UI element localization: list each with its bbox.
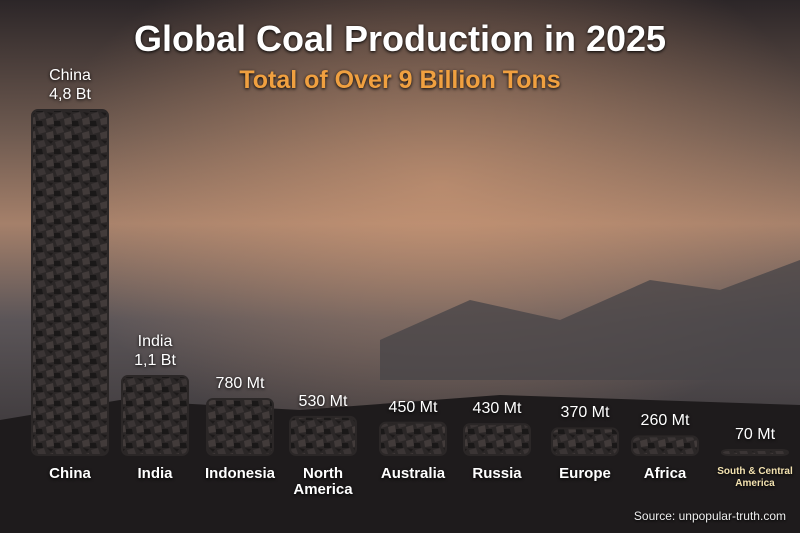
value-label: 780 Mt: [215, 374, 265, 392]
value-label: 70 Mt: [734, 425, 776, 443]
value-label: 450 Mt: [388, 398, 438, 416]
value-label: 530 Mt: [298, 392, 348, 410]
bar: [31, 109, 109, 456]
chart-subtitle: Total of Over 9 Billion Tons: [239, 66, 561, 94]
value-label: 430 Mt: [472, 400, 522, 418]
source-note: Source: unpopular-truth.com: [633, 509, 786, 523]
x-tick-label: Africa: [643, 465, 687, 482]
bar: [551, 427, 619, 456]
bar-name-label: India: [137, 332, 173, 350]
x-tick-label: Indonesia: [204, 465, 275, 482]
x-tick-label: Russia: [472, 465, 522, 482]
x-tick-label: South & Central America: [717, 466, 793, 489]
bar: [631, 435, 699, 456]
bar: [289, 415, 357, 456]
x-tick-label: North America: [293, 465, 353, 498]
pillars: [31, 109, 789, 456]
x-tick-label: Australia: [380, 465, 446, 482]
bar: [206, 397, 274, 456]
bar: [379, 421, 447, 456]
bar: [121, 374, 189, 456]
value-label: 370 Mt: [560, 404, 610, 422]
value-label: 4,8 Bt: [49, 86, 91, 103]
bar: [463, 423, 531, 456]
chart-title: Global Coal Production in 2025: [133, 18, 667, 59]
mountains: [380, 260, 800, 380]
x-tick-label: Europe: [559, 465, 611, 482]
value-label: 1,1 Bt: [134, 351, 176, 369]
x-tick-label: China: [49, 465, 91, 482]
x-tick-label: India: [137, 465, 173, 482]
bar: [721, 448, 789, 456]
bar-name-label: China: [49, 67, 91, 84]
value-label: 260 Mt: [640, 412, 690, 430]
